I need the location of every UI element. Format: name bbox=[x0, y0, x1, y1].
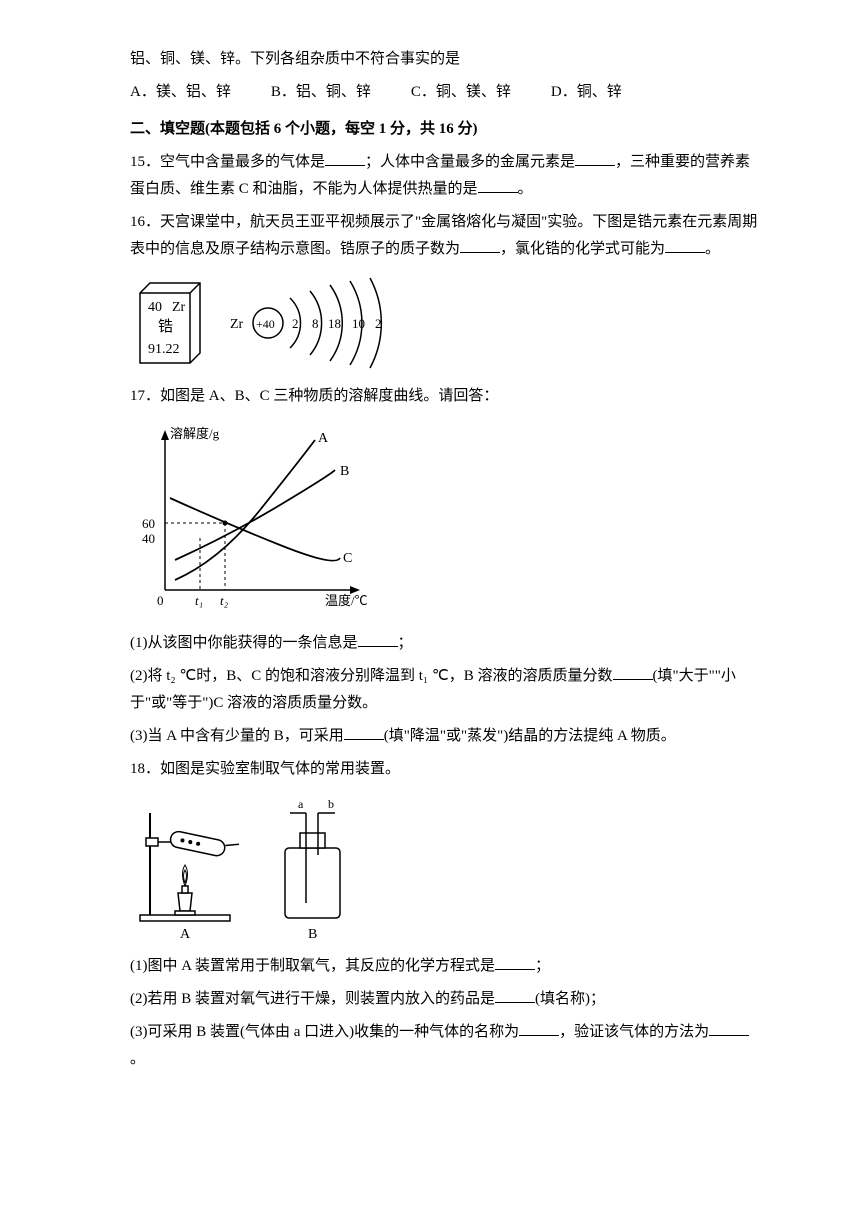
q16: 16．天宫课堂中，航天员王亚平视频展示了"金属铬熔化与凝固"实验。下图是锆元素在… bbox=[130, 209, 760, 263]
xtick-t1: t₁ bbox=[195, 593, 203, 608]
q14-stem: 铝、铜、镁、锌。下列各组杂质中不符合事实的是 bbox=[130, 46, 760, 73]
section-2-title: 二、填空题(本题包括 6 个小题，每空 1 分，共 16 分) bbox=[130, 116, 760, 143]
atom-structure: Zr +40 2 8 18 10 2 bbox=[230, 278, 382, 368]
q15-p1: 15．空气中含量最多的气体是 bbox=[130, 154, 325, 170]
ylabel: 溶解度/g bbox=[170, 426, 220, 441]
q17-2a: (2)将 t₂ ℃时，B、C 的饱和溶液分别降温到 t₁ ℃，B 溶液的溶质质量… bbox=[130, 668, 613, 684]
q14-opt-b: B．铝、铜、锌 bbox=[271, 79, 371, 106]
q17-sub2: (2)将 t₂ ℃时，B、C 的饱和溶液分别降温到 t₁ ℃，B 溶液的溶质质量… bbox=[130, 663, 760, 717]
xtick-0: 0 bbox=[157, 593, 164, 608]
q18-1a: (1)图中 A 装置常用于制取氧气，其反应的化学方程式是 bbox=[130, 958, 495, 974]
q15-blank2 bbox=[575, 150, 615, 166]
q18-sub2: (2)若用 B 装置对氧气进行干燥，则装置内放入的药品是 (填名称)； bbox=[130, 986, 760, 1013]
q18-b4 bbox=[709, 1020, 749, 1036]
q17-b3 bbox=[344, 724, 384, 740]
q16-blank2 bbox=[665, 237, 705, 253]
q17-stem: 17．如图是 A、B、C 三种物质的溶解度曲线。请回答： bbox=[130, 383, 760, 410]
q17-b1 bbox=[358, 631, 398, 647]
q17-1a: (1)从该图中你能获得的一条信息是 bbox=[130, 635, 358, 651]
q18-3a: (3)可采用 B 装置(气体由 a 口进入)收集的一种气体的名称为 bbox=[130, 1024, 519, 1040]
atom-nucleus: +40 bbox=[256, 317, 275, 331]
q18-3c: 。 bbox=[130, 1051, 145, 1067]
label-a-port: a bbox=[298, 797, 304, 811]
q16-p3: 。 bbox=[705, 241, 720, 257]
element-name: 锆 bbox=[158, 318, 173, 335]
ytick-40: 40 bbox=[142, 531, 155, 546]
q15-p2: ；人体中含量最多的金属元素是 bbox=[365, 154, 575, 170]
q18-1b: ； bbox=[535, 958, 550, 974]
q18-b2 bbox=[495, 987, 535, 1003]
q18-sub3: (3)可采用 B 装置(气体由 a 口进入)收集的一种气体的名称为 ，验证该气体的… bbox=[130, 1019, 760, 1073]
q15-p4: 。 bbox=[518, 181, 533, 197]
series-c: C bbox=[343, 551, 352, 566]
shell-1: 8 bbox=[312, 316, 319, 331]
q16-blank1 bbox=[460, 237, 500, 253]
q17-3b: (填"降温"或"蒸发")结晶的方法提纯 A 物质。 bbox=[384, 728, 676, 744]
label-a: A bbox=[180, 927, 191, 942]
q17-1b: ； bbox=[398, 635, 413, 651]
q18-stem: 18．如图是实验室制取气体的常用装置。 bbox=[130, 756, 760, 783]
q16-figure: 40 Zr 锆 91.22 Zr +40 2 8 18 10 2 bbox=[130, 273, 760, 373]
shell-0: 2 bbox=[292, 316, 299, 331]
apparatus-b: a b B bbox=[285, 797, 340, 942]
q15-blank3 bbox=[478, 177, 518, 193]
q18-figure: A a b B bbox=[130, 793, 760, 943]
shell-3: 10 bbox=[352, 316, 365, 331]
element-box: 40 Zr 锆 91.22 bbox=[140, 283, 200, 363]
series-b: B bbox=[340, 464, 349, 479]
q16-p2: ，氯化锆的化学式可能为 bbox=[500, 241, 665, 257]
q15: 15．空气中含量最多的气体是；人体中含量最多的金属元素是，三种重要的营养素蛋白质… bbox=[130, 149, 760, 203]
xlabel: 温度/℃ bbox=[325, 593, 368, 608]
element-symbol: Zr bbox=[172, 300, 186, 315]
atom-label: Zr bbox=[230, 317, 244, 332]
xtick-t2: t₂ bbox=[220, 593, 229, 608]
q18-sub1: (1)图中 A 装置常用于制取氧气，其反应的化学方程式是 ； bbox=[130, 953, 760, 980]
series-a: A bbox=[318, 431, 329, 446]
q14-opt-d: D．铜、锌 bbox=[551, 79, 622, 106]
q18-3b: ，验证该气体的方法为 bbox=[559, 1024, 709, 1040]
label-b: B bbox=[308, 927, 317, 942]
q15-blank1 bbox=[325, 150, 365, 166]
element-number: 40 bbox=[148, 300, 162, 315]
ytick-60: 60 bbox=[142, 516, 155, 531]
q17-b2 bbox=[613, 664, 653, 680]
q18-b1 bbox=[495, 954, 535, 970]
q14-opt-c: C．铜、镁、锌 bbox=[411, 79, 511, 106]
q18-2b: (填名称)； bbox=[535, 991, 605, 1007]
q14-options: A．镁、铝、锌 B．铝、铜、锌 C．铜、镁、锌 D．铜、锌 bbox=[130, 79, 760, 106]
q17-sub3: (3)当 A 中含有少量的 B，可采用 (填"降温"或"蒸发")结晶的方法提纯 A… bbox=[130, 723, 760, 750]
q18-b3 bbox=[519, 1020, 559, 1036]
shell-4: 2 bbox=[375, 316, 382, 331]
q17-chart: 溶解度/g 温度/℃ 60 40 0 t₁ t₂ A B C bbox=[130, 420, 760, 620]
q18-2a: (2)若用 B 装置对氧气进行干燥，则装置内放入的药品是 bbox=[130, 991, 495, 1007]
q14-opt-a: A．镁、铝、锌 bbox=[130, 79, 231, 106]
shell-2: 18 bbox=[328, 316, 341, 331]
q17-sub1: (1)从该图中你能获得的一条信息是 ； bbox=[130, 630, 760, 657]
label-b-port: b bbox=[328, 797, 334, 811]
q17-3a: (3)当 A 中含有少量的 B，可采用 bbox=[130, 728, 344, 744]
element-mass: 91.22 bbox=[148, 342, 180, 357]
apparatus-a: A bbox=[140, 813, 239, 942]
